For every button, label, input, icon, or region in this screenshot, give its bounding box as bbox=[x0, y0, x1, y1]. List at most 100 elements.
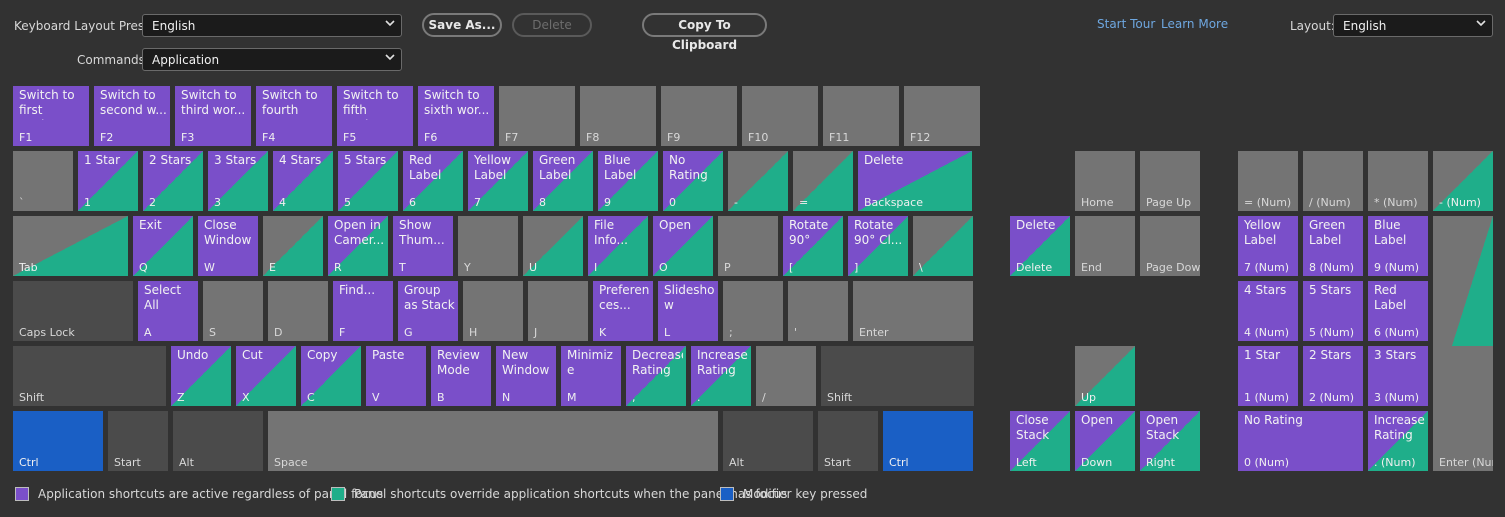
key-equals[interactable]: = bbox=[793, 151, 853, 211]
key-c[interactable]: Copy C bbox=[301, 346, 361, 406]
key-4[interactable]: 4 Stars 4 bbox=[273, 151, 333, 211]
key-n[interactable]: New Window N bbox=[496, 346, 556, 406]
key-left[interactable]: Close Stack Left bbox=[1010, 411, 1070, 471]
key-backtick[interactable]: ` bbox=[13, 151, 73, 211]
key-home[interactable]: Home bbox=[1075, 151, 1135, 211]
key-start[interactable]: Start bbox=[108, 411, 168, 471]
key-num[interactable]: = (Num) bbox=[1238, 151, 1298, 211]
key-quote[interactable]: ' bbox=[788, 281, 848, 341]
key-l[interactable]: Slidesho w L bbox=[658, 281, 718, 341]
key-w[interactable]: Close Window W bbox=[198, 216, 258, 276]
key-f7[interactable]: F7 bbox=[499, 86, 575, 146]
key-h[interactable]: H bbox=[463, 281, 523, 341]
key-1[interactable]: 1 Star 1 bbox=[78, 151, 138, 211]
key-3[interactable]: 3 Stars 3 bbox=[208, 151, 268, 211]
key-8[interactable]: Green Label 8 bbox=[533, 151, 593, 211]
key-6[interactable]: Red Label 6 bbox=[403, 151, 463, 211]
key-f[interactable]: Find... F bbox=[333, 281, 393, 341]
key-b[interactable]: Review Mode B bbox=[431, 346, 491, 406]
key-s[interactable]: S bbox=[203, 281, 263, 341]
key-f2[interactable]: Switch to second w... F2 bbox=[94, 86, 170, 146]
key-end[interactable]: End bbox=[1075, 216, 1135, 276]
key-f12[interactable]: F12 bbox=[904, 86, 980, 146]
key-f8[interactable]: F8 bbox=[580, 86, 656, 146]
key-period[interactable]: Increase Rating. bbox=[691, 346, 751, 406]
key-p[interactable]: P bbox=[718, 216, 778, 276]
key-f5[interactable]: Switch to fifth work... F5 bbox=[337, 86, 413, 146]
key-9-num[interactable]: Blue Label 9 (Num) bbox=[1368, 216, 1428, 276]
key-7-num[interactable]: Yellow Label 7 (Num) bbox=[1238, 216, 1298, 276]
key-f3[interactable]: Switch to third wor... F3 bbox=[175, 86, 251, 146]
key-9[interactable]: Blue Label 9 bbox=[598, 151, 658, 211]
key-alt[interactable]: Alt bbox=[723, 411, 813, 471]
key-ctrl[interactable]: Ctrl bbox=[883, 411, 973, 471]
key-right[interactable]: Open Stack Right bbox=[1140, 411, 1200, 471]
key-num[interactable]: - (Num) bbox=[1433, 151, 1493, 211]
save-as-button[interactable]: Save As... bbox=[422, 13, 502, 37]
commands-dropdown[interactable]: Application bbox=[142, 48, 402, 71]
key-e[interactable]: E bbox=[263, 216, 323, 276]
key-num[interactable]: Increase Rating . (Num) bbox=[1368, 411, 1428, 471]
key-up[interactable]: Up bbox=[1075, 346, 1135, 406]
copy-to-clipboard-button[interactable]: Copy To Clipboard bbox=[642, 13, 767, 52]
key-y[interactable]: Y bbox=[458, 216, 518, 276]
key-space[interactable]: Space bbox=[268, 411, 718, 471]
key-3-num[interactable]: 3 Stars 3 (Num) bbox=[1368, 346, 1428, 406]
key-semicolon[interactable]: ; bbox=[723, 281, 783, 341]
key-5[interactable]: 5 Stars 5 bbox=[338, 151, 398, 211]
key-bracket-left[interactable]: Rotate 90° Co... [ bbox=[783, 216, 843, 276]
key-g[interactable]: Group as Stack G bbox=[398, 281, 458, 341]
key-0[interactable]: No Rating 0 bbox=[663, 151, 723, 211]
delete-preset-button[interactable]: Delete bbox=[512, 13, 592, 37]
key-o[interactable]: Open O bbox=[653, 216, 713, 276]
key-m[interactable]: Minimiz e M bbox=[561, 346, 621, 406]
key-down[interactable]: Open Down bbox=[1075, 411, 1135, 471]
key-f6[interactable]: Switch to sixth wor... F6 bbox=[418, 86, 494, 146]
key-2[interactable]: 2 Stars 2 bbox=[143, 151, 203, 211]
key-ctrl[interactable]: Ctrl bbox=[13, 411, 103, 471]
key-backspace[interactable]: Delete Backspace bbox=[858, 151, 972, 211]
key-f4[interactable]: Switch to fourth wo... F4 bbox=[256, 86, 332, 146]
learn-more-link[interactable]: Learn More bbox=[1161, 17, 1229, 31]
key-1-num[interactable]: 1 Star 1 (Num) bbox=[1238, 346, 1298, 406]
key-delete[interactable]: Delete Delete bbox=[1010, 216, 1070, 276]
key-f10[interactable]: F10 bbox=[742, 86, 818, 146]
key-u[interactable]: U bbox=[523, 216, 583, 276]
key-f11[interactable]: F11 bbox=[823, 86, 899, 146]
key-x[interactable]: Cut X bbox=[236, 346, 296, 406]
key-q[interactable]: Exit Q bbox=[133, 216, 193, 276]
key-5-num[interactable]: 5 Stars 5 (Num) bbox=[1303, 281, 1363, 341]
key-r[interactable]: Open in Camer... R bbox=[328, 216, 388, 276]
key-shift[interactable]: Shift bbox=[13, 346, 166, 406]
key-6-num[interactable]: Red Label 6 (Num) bbox=[1368, 281, 1428, 341]
key-d[interactable]: D bbox=[268, 281, 328, 341]
key-f9[interactable]: F9 bbox=[661, 86, 737, 146]
key-4-num[interactable]: 4 Stars 4 (Num) bbox=[1238, 281, 1298, 341]
key-8-num[interactable]: Green Label 8 (Num) bbox=[1303, 216, 1363, 276]
key-t[interactable]: Show Thum... T bbox=[393, 216, 453, 276]
key-enter[interactable]: Enter bbox=[853, 281, 973, 341]
start-tour-link[interactable]: Start Tour bbox=[1097, 17, 1156, 31]
key-v[interactable]: Paste V bbox=[366, 346, 426, 406]
key-7[interactable]: Yellow Label 7 bbox=[468, 151, 528, 211]
key-minus[interactable]: - bbox=[728, 151, 788, 211]
key-alt[interactable]: Alt bbox=[173, 411, 263, 471]
key-num[interactable]: * (Num) bbox=[1368, 151, 1428, 211]
key-k[interactable]: Preferen ces... K bbox=[593, 281, 653, 341]
key-start[interactable]: Start bbox=[818, 411, 878, 471]
layout-dropdown[interactable]: English bbox=[1333, 14, 1493, 37]
key-z[interactable]: Undo Z bbox=[171, 346, 231, 406]
key-a[interactable]: Select All A bbox=[138, 281, 198, 341]
preset-dropdown[interactable]: English bbox=[142, 14, 402, 37]
key-i[interactable]: File Info... I bbox=[588, 216, 648, 276]
key-caps-lock[interactable]: Caps Lock bbox=[13, 281, 133, 341]
key-slash[interactable]: / bbox=[756, 346, 816, 406]
key-tab[interactable]: Tab bbox=[13, 216, 128, 276]
key-0-num[interactable]: No Rating 0 (Num) bbox=[1238, 411, 1363, 471]
key-num[interactable]: / (Num) bbox=[1303, 151, 1363, 211]
key-enter-num[interactable]: Enter (Num) bbox=[1433, 346, 1493, 471]
key-2-num[interactable]: 2 Stars 2 (Num) bbox=[1303, 346, 1363, 406]
key-comma[interactable]: Decrease Rating, bbox=[626, 346, 686, 406]
key-backslash[interactable]: \ bbox=[913, 216, 973, 276]
key-f1[interactable]: Switch to first work... F1 bbox=[13, 86, 89, 146]
